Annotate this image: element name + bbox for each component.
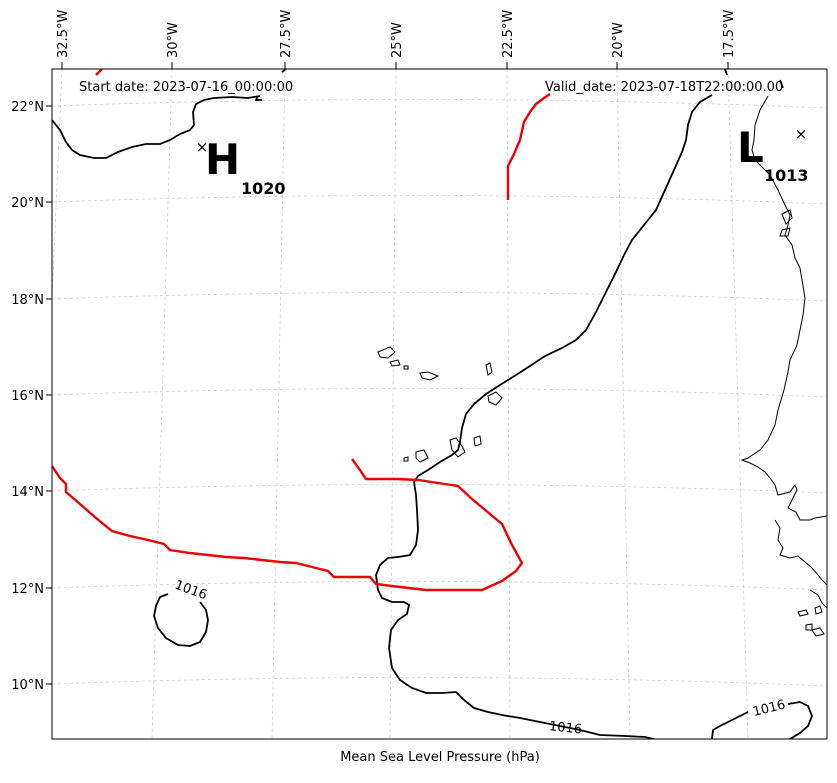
lon-tick-label-27-5w: 27.5°W — [279, 10, 294, 58]
lon-tick-label-20w: 20°W — [611, 22, 626, 58]
parallel-20n — [52, 195, 827, 205]
cape-verde-island-2 — [389, 359, 401, 367]
lon-tick-label-30w: 30°W — [166, 22, 181, 58]
isobar-northwest-tail — [254, 95, 262, 101]
meridian-20w — [616, 69, 631, 739]
high-center-marker: × — [196, 138, 209, 156]
isobar-northeast-stub — [724, 69, 728, 76]
meridian-32-5w — [52, 69, 63, 301]
high-center-value: 1020 — [241, 179, 286, 198]
cape-verde-island-5 — [485, 362, 493, 376]
low-center-marker: × — [795, 125, 808, 143]
small-island-4 — [811, 627, 825, 637]
cape-verde-island-3 — [403, 365, 409, 370]
lat-tick-label-20n: 20°N — [11, 196, 44, 211]
parallel-22n — [52, 99, 827, 109]
africa-coastline — [740, 95, 827, 521]
cape-verde-island-10 — [403, 456, 409, 462]
red-isobar-north-stub — [95, 69, 103, 76]
sierra-leone-coastline — [809, 589, 827, 609]
lat-tick-label-14n: 14°N — [11, 485, 44, 500]
parallel-18n — [52, 292, 827, 302]
coastlines — [377, 95, 827, 637]
isobar-southwest-loop — [153, 593, 209, 647]
lat-tick-label-16n: 16°N — [11, 389, 44, 404]
parallel-16n — [52, 388, 827, 398]
lat-tick-label-10n: 10°N — [11, 678, 44, 693]
isobar-southeast — [711, 711, 749, 739]
parallel-10n — [52, 677, 827, 687]
lon-tick-label-17-5w: 17.5°W — [722, 10, 737, 58]
lon-tick-label-32-5w: 32.5°W — [56, 10, 71, 58]
pressure-centers: × H 1020 × L 1013 — [196, 123, 809, 198]
canary-island-2 — [779, 227, 791, 237]
isobar-northwest — [52, 95, 261, 159]
contour-label-south: 1016 — [548, 719, 582, 737]
start-date-text: Start date: 2023-07-16_00:00:00 — [79, 80, 293, 95]
isobar-southeast-2 — [787, 701, 813, 739]
cape-verde-island-9 — [415, 449, 429, 463]
highlight-isobars — [52, 69, 551, 592]
meridian-27-5w — [271, 69, 286, 739]
low-center-letter: L — [737, 123, 764, 172]
lat-tick-label-12n: 12°N — [11, 582, 44, 597]
isobar-cape-verde-ridge — [375, 94, 713, 739]
map-plot-area — [51, 68, 828, 740]
lon-tick-label-22-5w: 22.5°W — [501, 10, 516, 58]
red-isobar-south — [52, 458, 524, 592]
cape-verde-island-7 — [449, 437, 466, 458]
meridian-22-5w — [506, 69, 511, 739]
map-caption: Mean Sea Level Pressure (hPa) — [340, 750, 540, 765]
longitude-axis: 32.5°W 30°W 27.5°W 25°W 22.5°W 20°W 17.5… — [56, 10, 737, 69]
low-center-value: 1013 — [764, 166, 809, 185]
meridian-17-5w — [727, 69, 749, 739]
graticule — [52, 69, 827, 739]
parallel-12n — [52, 581, 827, 591]
lon-tick-label-25w: 25°W — [390, 22, 405, 58]
red-isobar-north-central — [506, 93, 551, 200]
map-frame — [51, 68, 828, 740]
lat-tick-label-22n: 22°N — [11, 100, 44, 115]
guinea-coastline — [774, 519, 827, 586]
valid-date-text: Valid_date: 2023-07-18T22:00:00.00 — [545, 80, 783, 95]
canary-island-1 — [781, 209, 793, 225]
cape-verde-island-6 — [487, 391, 503, 406]
high-center-letter: H — [205, 135, 240, 184]
lat-tick-label-18n: 18°N — [11, 293, 44, 308]
meridian-30w — [151, 69, 173, 739]
latitude-axis: 22°N 20°N 18°N 16°N 14°N 12°N 10°N — [11, 100, 52, 693]
small-island-1 — [797, 609, 809, 617]
small-island-2 — [814, 605, 823, 615]
parallel-14n — [52, 484, 827, 494]
cape-verde-island-8 — [473, 435, 482, 447]
cape-verde-island-4 — [419, 371, 440, 381]
cape-verde-island-1 — [377, 346, 396, 359]
isobars — [52, 69, 813, 739]
isobar-northeast-stub-2 — [779, 79, 784, 89]
meridian-25w — [389, 69, 397, 739]
